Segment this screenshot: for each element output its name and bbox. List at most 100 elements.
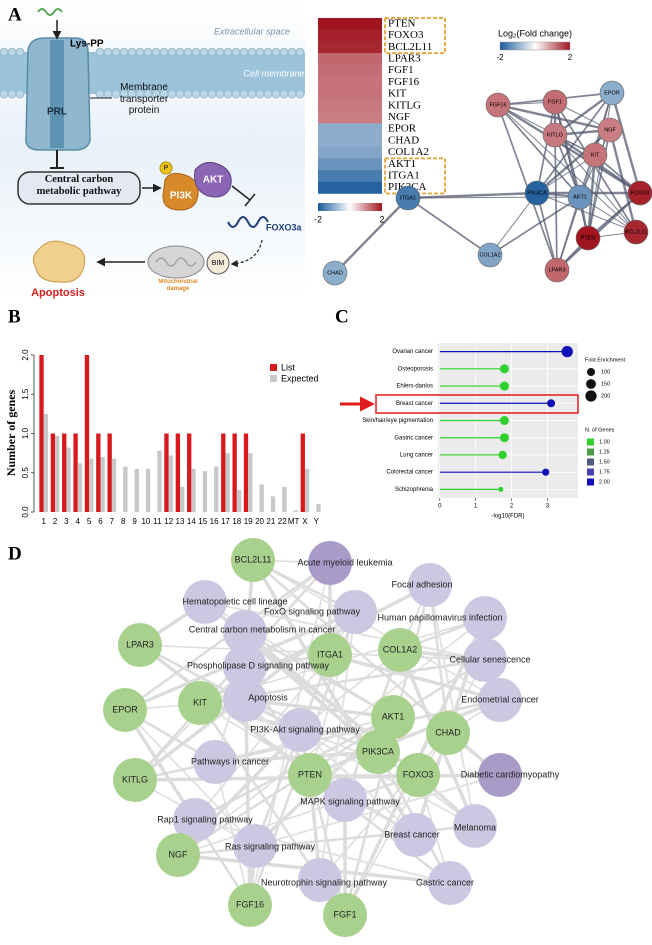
x-tick-label: Y [314,517,320,526]
network-edge [497,104,581,198]
lipid-head [191,47,201,57]
network-node [395,185,421,211]
pathway-label: Cellular senescence [449,654,530,664]
x-tick-label: 21 [266,517,275,526]
pathway-label: Focal adhesion [391,579,452,589]
gene-label: LPAR3 [388,52,421,64]
bar [236,490,242,512]
network-edge [429,584,476,827]
heatmap-cell [318,53,382,66]
heatmap-cell [318,64,382,77]
network-edge [334,197,409,274]
lipid-head [223,47,233,57]
lipid-head [231,89,241,99]
panel-label: D [8,543,22,564]
lipid-head [287,47,297,57]
network-edge [134,666,246,781]
gene-label: FOXO3 [388,29,424,41]
phospho-circle [159,161,173,175]
bar [62,433,67,512]
pathway-label: FoxO signaling pathway [264,606,361,616]
mito-cristae [155,257,197,267]
x-tick-label: 8 [121,517,126,526]
y-tick-label: 0.5 [21,467,30,479]
gene-label: ITGA1 [388,169,420,181]
network-edge [536,192,558,271]
gene-node [228,883,272,927]
lipid-head [239,89,249,99]
category-label: Lung cancer [400,453,433,459]
network-edge [407,196,581,199]
gene-node [323,893,367,937]
extracellular-label: Extracellular space [214,26,290,36]
bar [100,457,105,512]
legend-tick-label: 2 [568,53,573,62]
gene-label: KIT [193,697,208,707]
network-edge [251,559,417,836]
heatmap-cell [318,135,382,147]
x-tick-label: 7 [110,517,115,526]
protein-label: PRL [47,107,67,118]
lipid-head [287,89,297,99]
network-edge [536,92,613,194]
pathway-label: Gastric cancer [416,877,474,887]
node-label: PTEN [581,235,596,241]
heatmap-cell [318,146,382,159]
gene-label: ITGA1 [317,649,343,659]
y-tick-label: 0.0 [21,506,30,518]
gene-label: FGF1 [333,909,356,919]
legend-swatch [587,438,594,446]
network-edge [610,92,642,194]
gene-node [231,538,275,582]
x-tick-label: MT [288,517,300,526]
x-tick-label: 10 [141,517,150,526]
gene-node [288,753,332,797]
lipid-head [95,89,105,99]
category-label: Schizophrenia [395,487,434,493]
x-tick-label: 15 [198,517,207,526]
bim-label: BIM [212,260,225,267]
network-edge [177,617,486,856]
pi3k-label: PI3K [170,191,193,202]
category-label: Breast cancer [396,401,433,407]
pathway-node [308,541,352,585]
lipid-head [271,89,281,99]
network-edge [556,154,596,271]
node-label: CHAD [327,270,343,276]
pathway-node [478,678,522,722]
pathway-label: Diabetic cardiomyopathy [461,769,560,779]
apoptotic-cell [32,240,86,283]
lipid-head [247,47,257,57]
bar [232,433,237,512]
pathway-label: Acute myeloid leukemia [297,557,392,567]
x-tick-label: 16 [210,517,219,526]
foxo-arrow [230,239,263,268]
x-tick-label: 22 [278,517,287,526]
network-node [599,80,625,106]
bar [180,486,185,512]
lipid-head [15,89,25,99]
pathway-node [393,813,437,857]
gene-label: PTEN [388,17,416,29]
legend-size-dot [586,379,596,389]
x-tick-label: 18 [232,517,241,526]
lipid-head [239,47,249,57]
x-tick-label: 6 [98,517,103,526]
gene-node [156,833,200,877]
network-edge [407,197,491,256]
transporter-label-box: Membrane transporter protein [120,82,168,116]
heatmap-cell [318,181,382,194]
lipid-head [207,47,217,57]
lipid-head [271,47,281,57]
legend-label: 1.75 [599,469,610,475]
lipid-head [191,89,201,99]
pathway-node [193,740,237,784]
bar [134,468,139,512]
legend-label: 2.00 [599,479,610,485]
lipid-head [15,47,25,57]
legend-label: 1.00 [599,439,610,445]
legend-title: N. of Genes [585,427,615,433]
pathway-label: Central carbon metabolism in cancer [189,624,336,634]
gene-label: PTEN [298,769,322,779]
bar [107,433,112,512]
